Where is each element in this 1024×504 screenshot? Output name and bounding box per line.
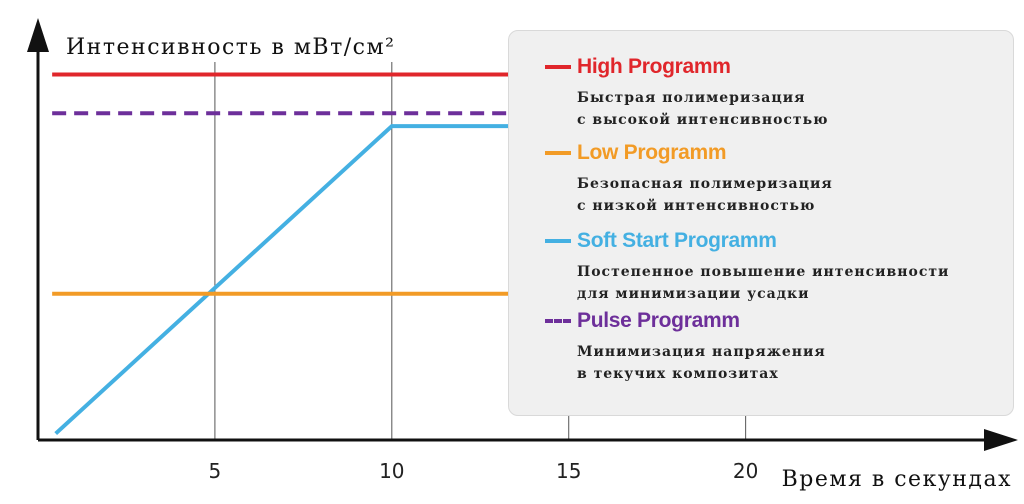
y-axis-arrow — [27, 18, 49, 52]
legend-entry-high-programm: High Programm Быстрая полимеризация с выс… — [545, 53, 828, 131]
x-tick-label-20: 20 — [733, 459, 758, 483]
x-tick-label-10: 10 — [379, 459, 404, 483]
legend-head: High Programm — [545, 53, 828, 81]
legend-swatch — [545, 239, 571, 243]
x-axis-title: Время в секундах — [782, 467, 1012, 492]
legend-description: Постепенное повышение интенсивности для … — [577, 264, 950, 302]
x-tick-label-15: 15 — [556, 459, 581, 483]
legend-description: Быстрая полимеризация с высокой интенсив… — [577, 90, 829, 128]
legend-head: Low Programm — [545, 139, 833, 167]
legend-head: Soft Start Programm — [545, 227, 949, 255]
legend-head: Pulse Programm — [545, 307, 826, 335]
legend-entry-soft-start-programm: Soft Start Programm Постепенное повышение… — [545, 227, 949, 305]
legend-name: Pulse Programm — [577, 309, 740, 332]
legend-name: Soft Start Programm — [577, 229, 777, 252]
axes — [27, 18, 1018, 451]
y-axis-title: Интенсивность в мВт/см² — [66, 35, 395, 60]
legend-entry-low-programm: Low Programm Безопасная полимеризация с н… — [545, 139, 833, 217]
legend-description: Безопасная полимеризация с низкой интенс… — [577, 176, 833, 214]
legend-swatch — [545, 319, 571, 323]
legend-swatch — [545, 65, 571, 69]
legend-description: Минимизация напряжения в текучих компози… — [577, 344, 826, 382]
legend-swatch — [545, 151, 571, 155]
legend-panel: High Programm Быстрая полимеризация с выс… — [508, 30, 1014, 416]
legend-name: High Programm — [577, 55, 731, 78]
x-tick-label-5: 5 — [209, 459, 222, 483]
legend-name: Low Programm — [577, 141, 727, 164]
x-tick-labels: 5 10 15 20 — [209, 459, 759, 483]
x-axis-arrow — [984, 429, 1018, 451]
legend-entry-pulse-programm: Pulse Programm Минимизация напряжения в т… — [545, 307, 826, 385]
